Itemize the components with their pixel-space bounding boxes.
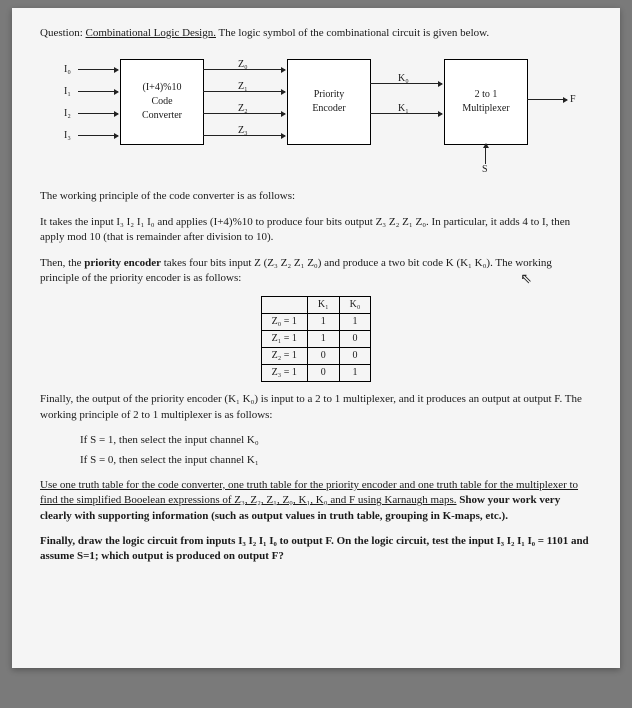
block2-line2: Encoder xyxy=(288,102,370,116)
document-page: Question: Combinational Logic Design. Th… xyxy=(12,8,620,668)
table-cell: 1 xyxy=(339,365,371,382)
table-header xyxy=(261,297,307,314)
table-header: K₀ xyxy=(339,297,371,314)
paragraph-2: It takes the input I₃ I₂ I₁ I₀ and appli… xyxy=(40,215,592,246)
select-s-label: S xyxy=(482,163,488,177)
paragraph-1: The working principle of the code conver… xyxy=(40,189,592,204)
cursor-icon: ⇖ xyxy=(520,270,532,290)
question-title-text: Combinational Logic Design. xyxy=(86,27,216,39)
k-label-1: K₁ xyxy=(398,102,409,116)
mid-label-z1: Z₁ xyxy=(238,80,248,94)
table-cell: 0 xyxy=(307,348,339,365)
table-cell: Z₀ = 1 xyxy=(261,314,307,331)
p3-b: priority encoder xyxy=(84,257,161,269)
paragraph-7: Finally, draw the logic circuit from inp… xyxy=(40,534,592,565)
table-cell: 0 xyxy=(307,365,339,382)
paragraph-3: Then, the priority encoder takes four bi… xyxy=(40,256,592,287)
question-rest: The logic symbol of the combinational ci… xyxy=(219,27,490,39)
mid-label-z0: Z₀ xyxy=(238,58,248,72)
table-cell: 1 xyxy=(307,331,339,348)
code-converter-block: (I+4)%10 Code Converter xyxy=(120,59,204,145)
input-label-i1: I₁ xyxy=(64,85,71,99)
table-cell: 1 xyxy=(307,314,339,331)
input-label-i3: I₃ xyxy=(64,129,71,143)
table-header: K₁ xyxy=(307,297,339,314)
table-row: Z₁ = 1 1 0 xyxy=(261,331,371,348)
k-label-0: K₀ xyxy=(398,72,409,86)
output-f-label: F xyxy=(570,93,576,107)
arrow-icon xyxy=(485,144,486,164)
arrow-icon xyxy=(527,99,567,100)
priority-encoder-table: K₁ K₀ Z₀ = 1 1 1 Z₁ = 1 1 0 Z₂ = 1 0 0 Z… xyxy=(261,296,372,382)
mid-label-z2: Z₂ xyxy=(238,102,248,116)
multiplexer-block: 2 to 1 Multiplexer xyxy=(444,59,528,145)
table-cell: Z₁ = 1 xyxy=(261,331,307,348)
table-cell: 0 xyxy=(339,348,371,365)
table-row: Z₀ = 1 1 1 xyxy=(261,314,371,331)
input-label-i2: I₂ xyxy=(64,107,71,121)
block1-line2: Code xyxy=(121,95,203,109)
table-cell: 0 xyxy=(339,331,371,348)
question-heading: Question: Combinational Logic Design. Th… xyxy=(40,26,592,41)
paragraph-6: Use one truth table for the code convert… xyxy=(40,478,592,524)
table-cell: Z₃ = 1 xyxy=(261,365,307,382)
block3-line1: 2 to 1 xyxy=(445,88,527,102)
table-row: Z₂ = 1 0 0 xyxy=(261,348,371,365)
paragraph-4: Finally, the output of the priority enco… xyxy=(40,392,592,423)
arrow-icon xyxy=(78,113,118,114)
table-cell: Z₂ = 1 xyxy=(261,348,307,365)
mid-label-z3: Z₃ xyxy=(238,124,248,138)
p3-a: Then, the xyxy=(40,257,84,269)
table-header-row: K₁ K₀ xyxy=(261,297,371,314)
block2-line1: Priority xyxy=(288,88,370,102)
block1-line3: Converter xyxy=(121,109,203,123)
mux-rule-2: If S = 0, then select the input channel … xyxy=(80,453,592,468)
table-cell: 1 xyxy=(339,314,371,331)
table-row: Z₃ = 1 0 1 xyxy=(261,365,371,382)
question-prefix: Question: xyxy=(40,27,83,39)
p7-text: Finally, draw the logic circuit from inp… xyxy=(40,535,589,562)
arrow-icon xyxy=(78,91,118,92)
block3-line2: Multiplexer xyxy=(445,102,527,116)
priority-encoder-block: Priority Encoder xyxy=(287,59,371,145)
arrow-icon xyxy=(78,135,118,136)
mux-rule-1: If S = 1, then select the input channel … xyxy=(80,433,592,448)
arrow-icon xyxy=(78,69,118,70)
block1-line1: (I+4)%10 xyxy=(121,81,203,95)
input-label-i0: I₀ xyxy=(64,63,71,77)
circuit-diagram: I₀ I₁ I₂ I₃ (I+4)%10 Code Converter Z₀ Z… xyxy=(40,55,592,175)
